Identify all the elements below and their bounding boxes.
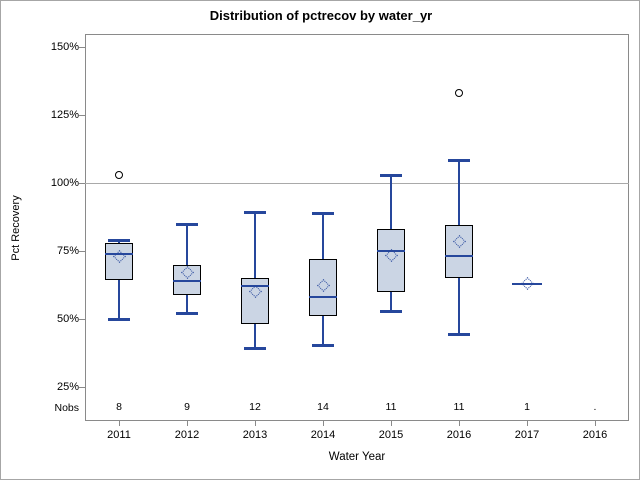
median-line — [241, 285, 269, 288]
y-axis-title-text: Pct Recovery — [10, 194, 22, 261]
whisker-cap-upper — [176, 222, 198, 226]
y-tick-label: 75% — [56, 245, 79, 257]
whisker-stem-lower — [118, 279, 120, 321]
nobs-caption: Nobs — [54, 402, 79, 414]
whisker-stem-lower — [186, 294, 188, 314]
median-line — [173, 279, 201, 282]
median-line — [445, 255, 473, 258]
y-tick-mark — [79, 46, 85, 48]
x-tick-label: 2016 — [582, 429, 608, 441]
whisker-stem-upper — [322, 212, 324, 260]
x-tick-mark — [594, 421, 596, 426]
nobs-value: . — [593, 401, 597, 413]
whisker-cap-upper — [108, 239, 130, 243]
whisker-stem-upper — [390, 174, 392, 230]
y-tick-label: 125% — [50, 109, 79, 121]
x-tick-label: 2012 — [174, 429, 200, 441]
whisker-stem-lower — [390, 291, 392, 313]
y-tick-mark — [79, 250, 85, 252]
y-tick-label: 50% — [56, 313, 79, 325]
chart-title: Distribution of pctrecov by water_yr — [209, 8, 433, 23]
y-tick-label: 25% — [56, 381, 79, 393]
nobs-value: 11 — [453, 401, 465, 413]
median-line — [309, 296, 337, 299]
x-tick-label: 2014 — [310, 429, 336, 441]
x-tick-label: 2017 — [514, 429, 540, 441]
x-tick-mark — [322, 421, 324, 426]
x-tick-mark — [526, 421, 528, 426]
whisker-cap-lower — [380, 310, 402, 314]
y-tick-mark — [79, 386, 85, 388]
y-tick-mark — [79, 318, 85, 320]
whisker-cap-upper — [380, 173, 402, 177]
whisker-cap-lower — [176, 311, 198, 315]
box — [445, 225, 473, 279]
median-line — [377, 250, 405, 252]
x-tick-mark — [390, 421, 392, 426]
reference-line — [85, 182, 629, 184]
single-value-line — [512, 282, 542, 285]
nobs-value: 14 — [317, 401, 329, 413]
whisker-cap-lower — [448, 333, 470, 337]
whisker-cap-lower — [244, 346, 266, 350]
nobs-value: 8 — [116, 401, 122, 413]
x-axis-title: Water Year — [328, 451, 386, 463]
box — [105, 242, 133, 280]
whisker-cap-lower — [312, 344, 334, 348]
box — [173, 264, 201, 295]
x-tick-label: 2013 — [242, 429, 268, 441]
y-tick-mark — [79, 114, 85, 116]
nobs-value: 11 — [385, 401, 397, 413]
box — [377, 229, 405, 292]
x-tick-mark — [118, 421, 120, 426]
whisker-cap-upper — [448, 158, 470, 162]
whisker-stem-lower — [322, 316, 324, 347]
whisker-cap-upper — [312, 211, 334, 215]
y-tick-mark — [79, 182, 85, 184]
x-tick-label: 2016 — [446, 429, 472, 441]
y-axis-title: Pct Recovery — [7, 34, 25, 421]
whisker-stem-lower — [458, 278, 460, 336]
median-line — [105, 252, 133, 255]
whisker-stem-upper — [186, 223, 188, 265]
x-tick-label: 2011 — [107, 429, 131, 441]
nobs-value: 9 — [184, 401, 190, 413]
y-tick-label: 150% — [50, 41, 79, 53]
outlier-marker — [115, 170, 123, 179]
nobs-value: 1 — [524, 401, 530, 413]
whisker-stem-upper — [458, 159, 460, 226]
whisker-cap-lower — [108, 318, 130, 322]
box — [309, 259, 337, 317]
whisker-stem-lower — [254, 324, 256, 349]
x-tick-mark — [186, 421, 188, 426]
x-tick-mark — [254, 421, 256, 426]
whisker-cap-upper — [244, 210, 266, 214]
plot-area — [85, 34, 629, 421]
x-tick-label: 2015 — [378, 429, 404, 441]
whisker-stem-upper — [254, 211, 256, 279]
nobs-value: 12 — [249, 401, 261, 413]
outlier-marker — [455, 89, 463, 98]
x-tick-mark — [458, 421, 460, 426]
y-tick-label: 100% — [50, 177, 79, 189]
